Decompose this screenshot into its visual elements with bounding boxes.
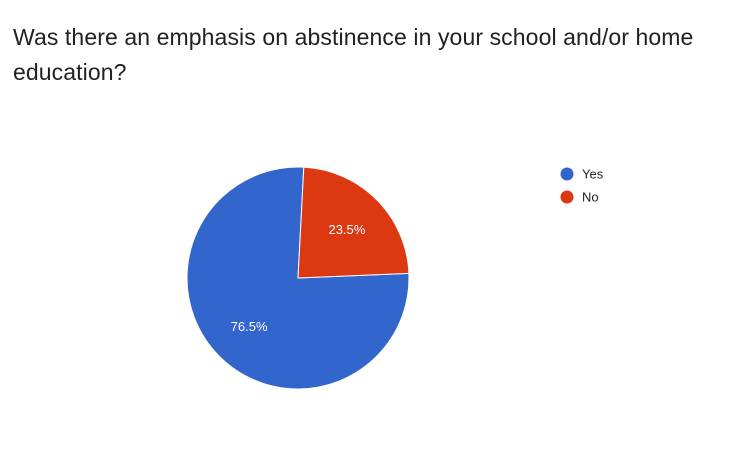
legend-label-yes[interactable]: Yes <box>582 167 604 182</box>
pie-slices <box>186 166 410 390</box>
legend-marker-yes <box>560 167 574 181</box>
slice-label-yes: 76.5% <box>231 319 268 334</box>
pie-slice-no[interactable] <box>297 166 410 279</box>
pie-slice-labels: 76.5% 23.5% <box>231 222 366 334</box>
slice-label-no: 23.5% <box>328 222 365 237</box>
legend-label-no[interactable]: No <box>582 190 599 205</box>
legend-marker-no <box>560 190 574 204</box>
legend: Yes No <box>560 167 604 205</box>
chart-title: Was there an emphasis on abstinence in y… <box>13 24 694 85</box>
